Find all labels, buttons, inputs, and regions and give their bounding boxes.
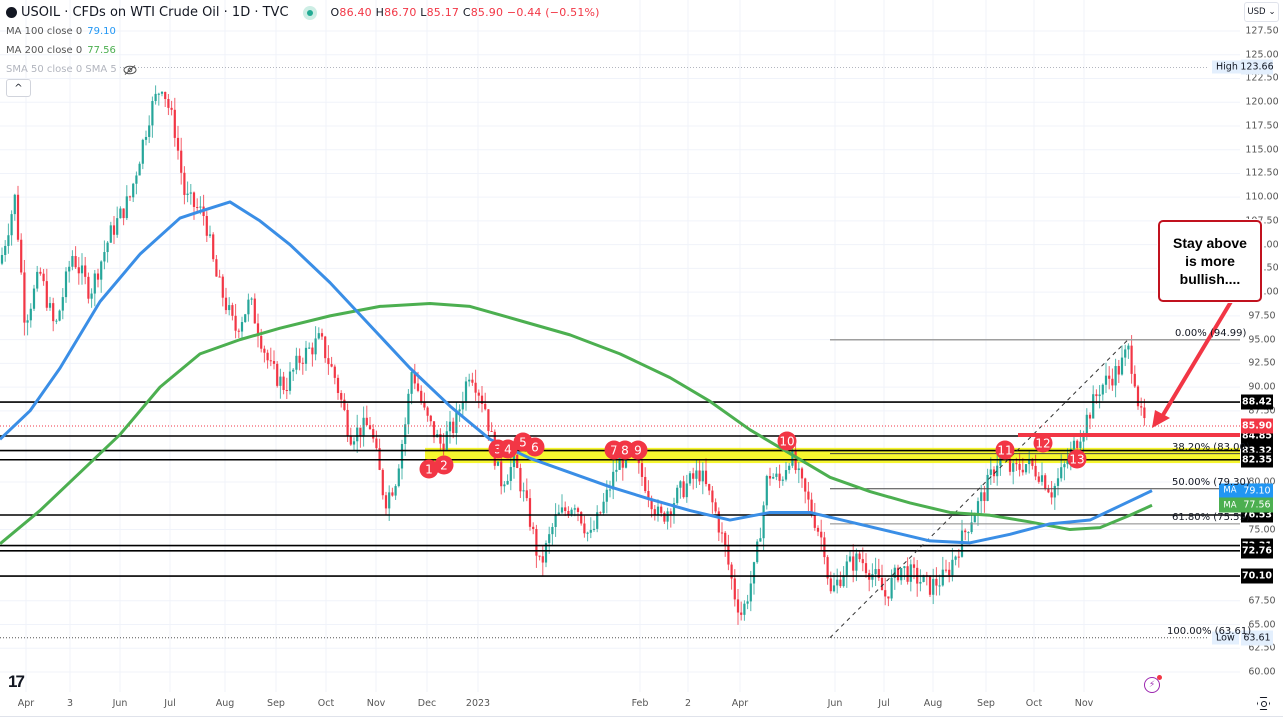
price-tick-label: 115.00 [1245, 144, 1279, 156]
chevron-down-icon: ⌄ [1268, 7, 1276, 17]
ma-chip: MA [1219, 483, 1241, 499]
symbol-logo-icon [6, 7, 17, 18]
time-tick-label: 3 [66, 698, 74, 709]
time-tick-label: Jul [164, 698, 176, 709]
price-tick-label: 112.50 [1245, 167, 1279, 179]
indicator-ma100[interactable]: MA 100 close 0 79.10 [6, 26, 116, 37]
touch-marker[interactable]: 11 [995, 440, 1015, 460]
price-tick-label: 80.00 [1248, 476, 1276, 488]
touch-marker[interactable]: 12 [1033, 433, 1053, 453]
time-tick-label: 2 [684, 698, 692, 709]
price-tick-label: 90.00 [1248, 381, 1276, 393]
price-tick-label: 120.00 [1245, 96, 1279, 108]
currency-select[interactable]: USD ⌄ [1244, 2, 1279, 22]
price-tick-label: 67.50 [1248, 595, 1276, 607]
low-label: Low [1212, 631, 1239, 645]
time-tick-label: Jun [112, 698, 128, 709]
time-tick-label: Sep [977, 698, 995, 709]
level-price-tag: 82.35 [1241, 452, 1273, 468]
time-tick-label: Feb [631, 698, 649, 709]
settings-gear-icon[interactable] [1257, 697, 1270, 710]
ohlc-values: O86.40 H86.70 L85.17 C85.90 −0.44 (−0.51… [330, 6, 600, 19]
high-price-tag: 123.66 [1240, 59, 1274, 75]
tradingview-logo[interactable]: 17 [8, 672, 25, 691]
time-tick-label: Aug [215, 698, 235, 709]
candles [0, 85, 1146, 625]
touch-marker[interactable]: 6 [525, 437, 545, 457]
time-tick-label: Sep [267, 698, 285, 709]
touch-marker[interactable]: 9 [628, 440, 648, 460]
price-tick-label: 102.50 [1245, 262, 1279, 274]
level-price-tag: 70.10 [1241, 568, 1273, 584]
touch-marker[interactable]: 2 [434, 455, 454, 475]
price-tick-label: 65.00 [1248, 619, 1276, 630]
price-tick-label: 92.50 [1248, 357, 1276, 369]
price-tick-label: 107.50 [1245, 215, 1279, 227]
time-tick-label: Jun [827, 698, 843, 709]
time-tick-label: 2023 [465, 698, 491, 709]
ma-chip: MA [1219, 497, 1241, 513]
level-price-tag: 72.76 [1241, 543, 1273, 559]
price-tick-label: 100.00 [1245, 286, 1279, 298]
indicator-sma50[interactable]: SMA 50 close 0 SMA 5 [6, 60, 600, 79]
price-tick-label: 87.50 [1248, 405, 1276, 417]
touch-marker[interactable]: 10 [777, 431, 797, 451]
touch-marker[interactable]: 13 [1067, 449, 1087, 469]
price-tick-label: 60.00 [1248, 666, 1276, 678]
price-tick-label: 110.00 [1245, 191, 1279, 203]
price-tick-label: 122.50 [1245, 72, 1279, 84]
ma-price-tag: 77.56 [1241, 497, 1273, 513]
symbol-row: USOIL · CFDs on WTI Crude Oil · 1D · TVC… [6, 3, 600, 22]
price-tick-label: 97.50 [1248, 310, 1276, 322]
symbol-title[interactable]: USOIL · CFDs on WTI Crude Oil · 1D · TVC [21, 5, 289, 20]
high-label: High [1212, 60, 1242, 74]
ma-price-tag: 79.10 [1241, 483, 1273, 499]
price-tick-label: 95.00 [1248, 334, 1276, 346]
hidden-eye-icon[interactable] [123, 64, 137, 75]
touch-marker[interactable]: 1 [419, 459, 439, 479]
level-price-tag: 88.42 [1241, 394, 1273, 410]
callout-text: Stay above is more bullish.... [1173, 235, 1247, 287]
price-tick-label: 105.00 [1245, 239, 1279, 251]
chart-legend: USOIL · CFDs on WTI Crude Oil · 1D · TVC… [6, 3, 600, 79]
callout-box[interactable]: Stay above is more bullish.... [1158, 220, 1262, 302]
market-status-icon[interactable] [302, 5, 317, 20]
time-tick-label: Jul [878, 698, 890, 709]
price-tick-label: 125.00 [1245, 49, 1279, 61]
price-tick-label: 127.50 [1245, 25, 1279, 37]
time-tick-label: Apr [731, 698, 749, 709]
time-tick-label: Nov [366, 698, 386, 709]
axis-border [0, 716, 1283, 717]
time-tick-label: Aug [923, 698, 943, 709]
fib-level-label: 100.00% (63.61) [1167, 625, 1252, 637]
touch-marker[interactable]: 4 [498, 439, 518, 459]
price-tick-label: 117.50 [1245, 120, 1279, 132]
time-tick-label: Oct [1025, 698, 1043, 709]
fib-level-label: 0.00% (94.99) [1175, 327, 1247, 339]
current-price-tag: 85.90 [1241, 418, 1273, 434]
fib-level-label: 61.80% (75.59) [1172, 511, 1250, 523]
low-price-tag: 63.61 [1241, 630, 1273, 646]
time-tick-label: Apr [17, 698, 35, 709]
fib-level-label: 50.00% (79.30) [1172, 476, 1250, 488]
price-tick-label: 62.50 [1248, 642, 1276, 654]
chevron-up-icon: ^ [14, 82, 23, 94]
time-tick-label: Dec [417, 698, 437, 709]
price-tick-label: 75.00 [1248, 524, 1276, 536]
time-tick-label: Nov [1074, 698, 1094, 709]
flash-icon[interactable]: ⚡ [1144, 675, 1162, 693]
time-tick-label: Oct [317, 698, 335, 709]
indicator-ma200[interactable]: MA 200 close 0 77.56 [6, 45, 116, 56]
collapse-legend-button[interactable]: ^ [6, 79, 31, 97]
fib-level-label: 38.20% (83.00) [1172, 441, 1250, 453]
